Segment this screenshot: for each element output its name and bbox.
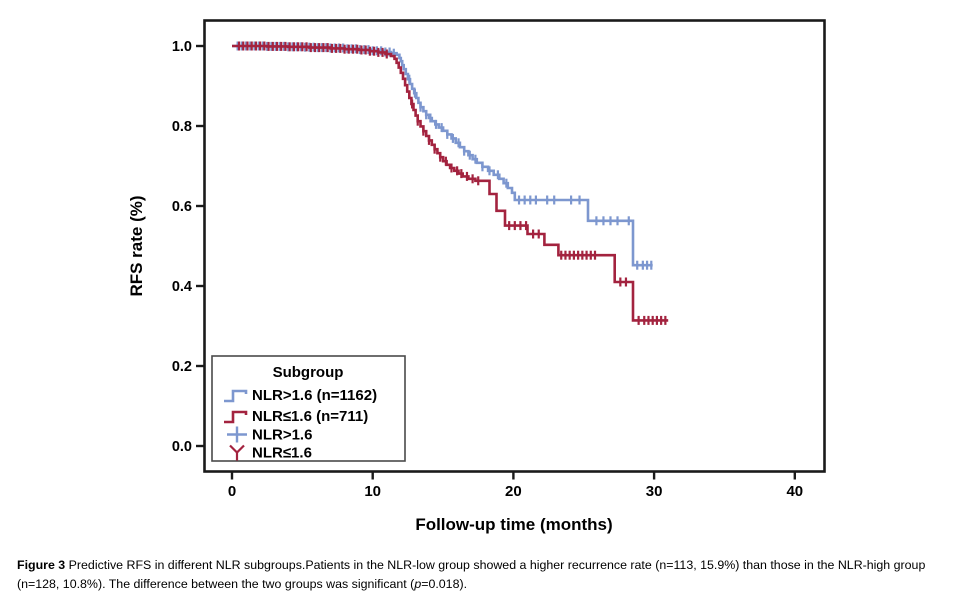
y-tick-label: 0.0	[172, 439, 192, 455]
legend-entry: NLR>1.6 (n=1162)	[224, 387, 377, 404]
y-tick-label: 0.4	[172, 279, 192, 295]
legend-entry-label: NLR>1.6	[252, 427, 312, 444]
curve-nlr-low	[232, 44, 669, 322]
y-tick-label: 0.2	[172, 359, 192, 375]
axis-ticks: 0 10 20 30 40 0.0 0.2 0.4 0.6 0.8 1.0	[172, 39, 803, 500]
km-chart: 0 10 20 30 40 0.0 0.2 0.4 0.6 0.8 1.0 Subgroup NLR>…	[127, 19, 826, 534]
legend-entry-label: NLR≤1.6 (n=711)	[252, 408, 368, 425]
y-tick-label: 0.6	[172, 199, 192, 215]
caption-figure-label: Figure 3	[17, 558, 66, 572]
x-tick-label: 0	[228, 483, 236, 500]
legend-box: Subgroup NLR>1.6 (n=1162) NLR≤1.6 (n=711) N…	[211, 355, 406, 462]
x-tick-label: 20	[505, 483, 522, 500]
x-tick-label: 30	[646, 483, 663, 500]
legend-step-glyph	[224, 410, 248, 424]
x-tick-label: 10	[364, 483, 381, 500]
legend-entry-label: NLR>1.6 (n=1162)	[252, 387, 377, 404]
legend-step-glyph	[224, 389, 248, 403]
x-tick-label: 40	[786, 483, 803, 500]
legend-title: Subgroup	[273, 364, 344, 381]
legend-frame	[211, 355, 406, 462]
figure-caption: Figure 3 Predictive RFS in different NLR…	[17, 556, 955, 594]
legend-censor-icon	[236, 444, 245, 454]
legend-entry: NLR≤1.6	[229, 444, 312, 462]
legend-entry: NLR≤1.6 (n=711)	[224, 408, 368, 425]
caption-tail: =0.018).	[421, 577, 468, 592]
legend-entry-label: NLR≤1.6	[252, 445, 312, 462]
curve-nlr-high	[232, 44, 653, 267]
legend-entry: NLR>1.6	[227, 426, 312, 444]
y-axis-title: RFS rate (%)	[127, 195, 146, 296]
caption-p-italic: p	[414, 577, 422, 592]
caption-body: Predictive RFS in different NLR subgroup…	[17, 558, 926, 592]
x-axis-title: Follow-up time (months)	[415, 515, 612, 534]
y-tick-label: 1.0	[172, 39, 192, 55]
survival-curves	[232, 41, 669, 325]
y-tick-label: 0.8	[172, 119, 192, 135]
legend-censor-icon	[229, 444, 238, 454]
censor-marks-nlr-low	[237, 41, 667, 325]
censor-marks-nlr-high	[236, 41, 653, 270]
